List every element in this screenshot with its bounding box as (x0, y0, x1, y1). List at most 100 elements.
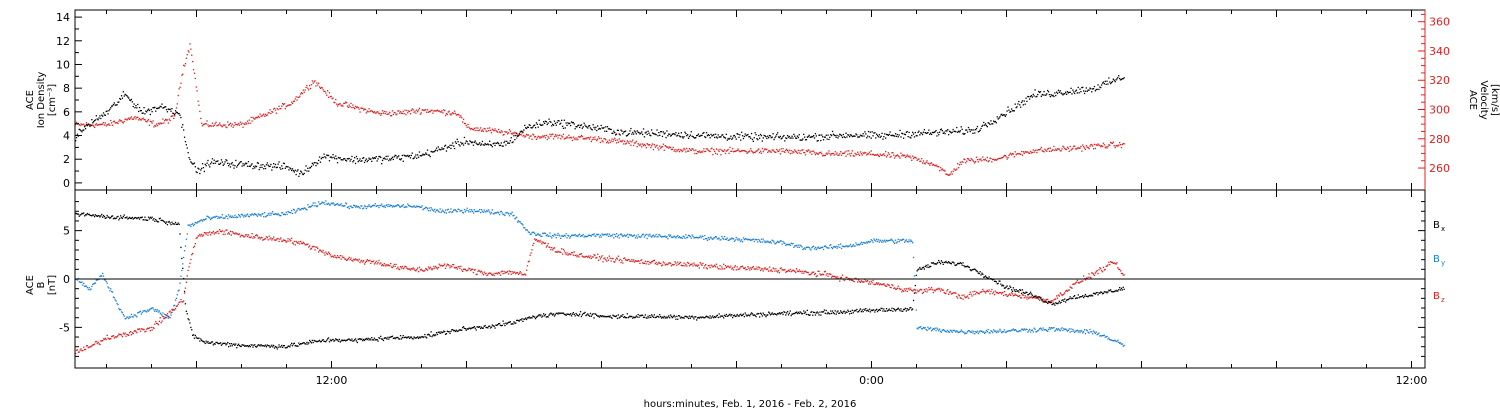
bx-point (80, 213, 82, 216)
by-point (485, 211, 487, 213)
bz-point (579, 253, 582, 255)
density-point (977, 131, 979, 133)
density-point (1112, 78, 1114, 80)
bz-point (609, 257, 611, 259)
by-point (900, 239, 902, 241)
velocity-point (1078, 147, 1080, 149)
velocity-point (93, 126, 96, 129)
velocity-point (872, 153, 874, 155)
bz-point (858, 279, 860, 281)
bx-point (269, 346, 271, 348)
density-point (1096, 88, 1098, 90)
bx-point (324, 340, 326, 343)
bz-point (820, 274, 822, 276)
by-point (195, 222, 197, 224)
by-point (455, 210, 457, 212)
velocity-point (266, 114, 268, 116)
velocity-point (86, 124, 88, 126)
bz-point (246, 234, 248, 236)
bz-point (1023, 297, 1025, 299)
density-point (397, 156, 399, 158)
density-point (295, 173, 297, 176)
by-point (858, 243, 860, 246)
density-point (1011, 110, 1014, 112)
density-point (193, 162, 196, 164)
by-point (218, 216, 220, 218)
density-point (85, 124, 88, 126)
velocity-point (651, 143, 654, 145)
bz-point (397, 266, 399, 268)
velocity-point (963, 158, 965, 160)
by-point (736, 238, 738, 240)
bx-point (128, 217, 130, 219)
by-point (867, 242, 869, 244)
bz-point (459, 267, 461, 270)
velocity-point (1053, 145, 1055, 148)
velocity-point (114, 122, 116, 124)
by-point (223, 217, 225, 220)
bz-point (982, 288, 984, 291)
velocity-point (224, 124, 226, 126)
bz-point (722, 268, 724, 270)
bx-point (291, 345, 294, 347)
velocity-point (985, 160, 988, 162)
by-point (170, 314, 172, 316)
bx-point (366, 338, 368, 341)
density-point (855, 133, 857, 135)
bz-point (1090, 277, 1092, 279)
by-point (138, 311, 140, 314)
density-point (962, 132, 964, 135)
by-point (786, 243, 788, 246)
bz-point (257, 237, 259, 239)
bz-point (955, 292, 957, 294)
density-point (660, 131, 663, 133)
velocity-point (125, 118, 127, 120)
velocity-point (355, 106, 358, 109)
bz-point (1047, 298, 1049, 300)
bz-point (1064, 292, 1066, 294)
density-point (874, 132, 876, 134)
density-point (518, 133, 520, 135)
density-point (813, 137, 816, 139)
by-point (254, 213, 256, 215)
velocity-point (940, 169, 943, 171)
bz-point (462, 270, 464, 272)
density-point (845, 132, 847, 134)
density-point (90, 124, 92, 126)
velocity-point (881, 154, 883, 157)
by-point (210, 218, 212, 221)
bz-point (1074, 282, 1077, 284)
bx-point (317, 340, 319, 343)
velocity-point (372, 112, 375, 114)
bz-point (203, 232, 205, 234)
bz-point (262, 239, 264, 241)
velocity-point (440, 111, 442, 113)
bz-point (721, 266, 723, 268)
density-point (957, 131, 959, 133)
bz-point (906, 290, 908, 293)
velocity-point (643, 143, 646, 146)
by-point (204, 218, 206, 220)
velocity-point (286, 105, 288, 107)
density-point (1032, 93, 1034, 96)
velocity-point (356, 106, 358, 108)
velocity-point (996, 158, 998, 161)
by-point (1070, 328, 1072, 330)
bz-point (713, 265, 715, 267)
velocity-point (1123, 143, 1125, 145)
by-point (1052, 327, 1054, 329)
density-series (75, 75, 1125, 177)
bz-point (445, 265, 448, 267)
bz-point (938, 287, 940, 289)
velocity-point (887, 152, 889, 154)
by-point (199, 220, 201, 222)
by-point (1068, 328, 1070, 330)
velocity-point (912, 157, 915, 160)
by-point (676, 235, 678, 238)
by-point (606, 233, 609, 235)
by-point (194, 221, 196, 224)
density-point (578, 124, 580, 126)
velocity-point (997, 158, 999, 160)
bz-point (99, 343, 101, 346)
velocity-point (219, 124, 222, 126)
